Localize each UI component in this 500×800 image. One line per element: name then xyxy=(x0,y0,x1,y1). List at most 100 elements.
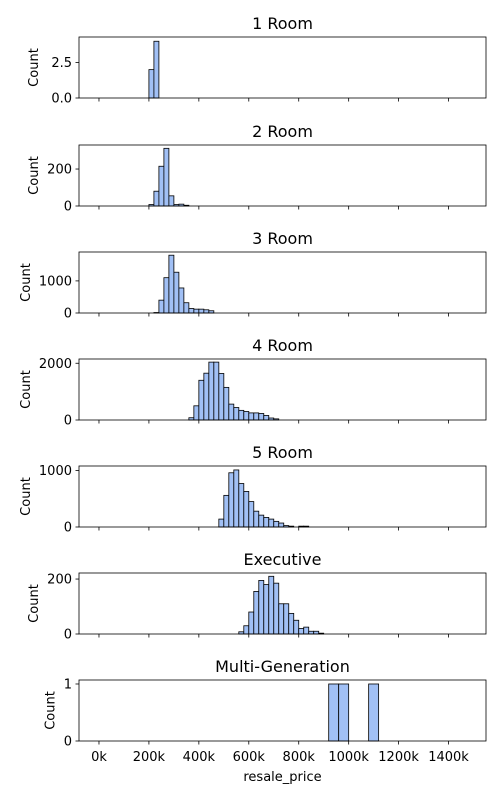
histogram-bar xyxy=(248,501,255,528)
y-axis-label: Count xyxy=(19,370,34,409)
y-tick-label: 1 xyxy=(64,677,72,692)
histogram-bar xyxy=(243,625,250,635)
panel-title: Executive xyxy=(244,550,322,569)
histogram-bar xyxy=(298,628,305,635)
histogram-bar xyxy=(223,494,230,528)
x-tick-label: 400k xyxy=(183,750,216,765)
histogram-bar xyxy=(198,308,205,314)
histogram-bar xyxy=(338,683,350,742)
histogram-bar xyxy=(278,603,285,635)
panel-5: 0 200 Executive Count xyxy=(27,550,487,643)
histogram-bar xyxy=(168,254,175,314)
x-tick-label: 1000k xyxy=(328,750,369,765)
x-tick-label: 1200k xyxy=(378,750,419,765)
y-axis-label: Count xyxy=(27,584,42,623)
histogram-bar xyxy=(228,403,235,421)
x-tick-label: 0k xyxy=(91,750,107,765)
y-axis-label: Count xyxy=(19,263,34,302)
histogram-bar xyxy=(153,190,160,207)
histogram-bar xyxy=(368,683,380,742)
histogram-bar xyxy=(203,309,210,314)
panel-2: 0 1000 3 Room Count xyxy=(19,229,487,322)
histogram-bar xyxy=(253,510,260,528)
y-axis-label: Count xyxy=(27,48,42,87)
axes-frame xyxy=(78,465,487,528)
histogram-bar xyxy=(193,308,200,314)
histogram-bar xyxy=(263,584,270,635)
histogram-bar xyxy=(268,518,275,528)
panel-1: 0 200 2 Room Count xyxy=(27,122,487,215)
histogram-bar xyxy=(238,409,245,421)
y-tick-label: 0 xyxy=(64,521,72,536)
histogram-bar xyxy=(248,611,255,635)
panel-title: 1 Room xyxy=(252,14,313,33)
axes-frame xyxy=(78,358,487,421)
histogram-bar xyxy=(158,165,165,207)
y-tick-label: 0 xyxy=(64,200,72,215)
y-tick-label: 0 xyxy=(64,307,72,322)
y-tick-label: 0 xyxy=(64,628,72,643)
histogram-bar xyxy=(263,516,270,528)
panel-title: Multi-Generation xyxy=(215,657,350,676)
y-tick-label: 200 xyxy=(47,573,72,588)
histogram-bar xyxy=(263,415,270,421)
panel-title: 4 Room xyxy=(252,336,313,355)
x-tick-label: 200k xyxy=(133,750,166,765)
histogram-bar xyxy=(248,412,255,421)
histogram-bar xyxy=(178,287,185,314)
histogram-bar xyxy=(313,630,320,635)
histogram-bar xyxy=(228,472,235,528)
histogram-bar xyxy=(168,195,175,207)
histogram-bar xyxy=(188,308,195,314)
histogram-bar xyxy=(218,373,225,421)
histogram-bar xyxy=(308,630,315,635)
y-tick-label: 2.5 xyxy=(51,56,72,71)
panel-4: 0 1000 5 Room Count xyxy=(19,443,487,536)
histogram-bar xyxy=(268,575,275,635)
panel-6: 0 1 0k 200k 400k 600k 800k 1000k 1200k 1400k Multi… xyxy=(44,657,487,785)
y-axis-label: Count xyxy=(44,691,59,730)
axes-frame xyxy=(78,144,487,207)
histogram-bar xyxy=(233,469,240,528)
histogram-bar xyxy=(223,386,230,421)
y-axis-label: Count xyxy=(19,477,34,516)
histogram-bar xyxy=(273,582,280,635)
histogram-bar xyxy=(213,361,220,421)
histogram-bar xyxy=(253,412,260,421)
histogram-bar xyxy=(233,407,240,421)
histogram-bar xyxy=(203,372,210,421)
histogram-bar xyxy=(208,361,215,421)
x-tick-label: 600k xyxy=(233,750,266,765)
histogram-bar xyxy=(198,379,205,421)
histogram-bar xyxy=(163,277,170,314)
histogram-bar xyxy=(173,271,180,314)
histogram-bar xyxy=(288,612,295,635)
histogram-bar xyxy=(148,69,155,99)
y-tick-label: 2000 xyxy=(39,357,72,372)
panel-title: 3 Room xyxy=(252,229,313,248)
histogram-bar xyxy=(293,619,300,635)
axes-frame xyxy=(78,679,487,742)
histogram-bar xyxy=(273,520,280,528)
panel-title: 2 Room xyxy=(252,122,313,141)
axes-frame xyxy=(78,251,487,314)
histogram-bar xyxy=(243,491,250,528)
x-tick-label: 800k xyxy=(283,750,316,765)
histogram-bar xyxy=(258,580,265,635)
histogram-bar xyxy=(258,413,265,421)
histogram-bar xyxy=(163,147,170,207)
y-tick-label: 0 xyxy=(64,414,72,429)
y-tick-label: 200 xyxy=(47,163,72,178)
histogram-bar xyxy=(193,405,200,421)
histogram-bar xyxy=(218,518,225,528)
histogram-bar xyxy=(328,683,340,742)
x-tick-label: 1400k xyxy=(428,750,469,765)
panel-3: 0 2000 4 Room Count xyxy=(19,336,487,429)
axes-frame xyxy=(78,572,487,635)
histogram-bar xyxy=(158,299,165,314)
panel-title: 5 Room xyxy=(252,443,313,462)
histogram-bar xyxy=(238,483,245,528)
